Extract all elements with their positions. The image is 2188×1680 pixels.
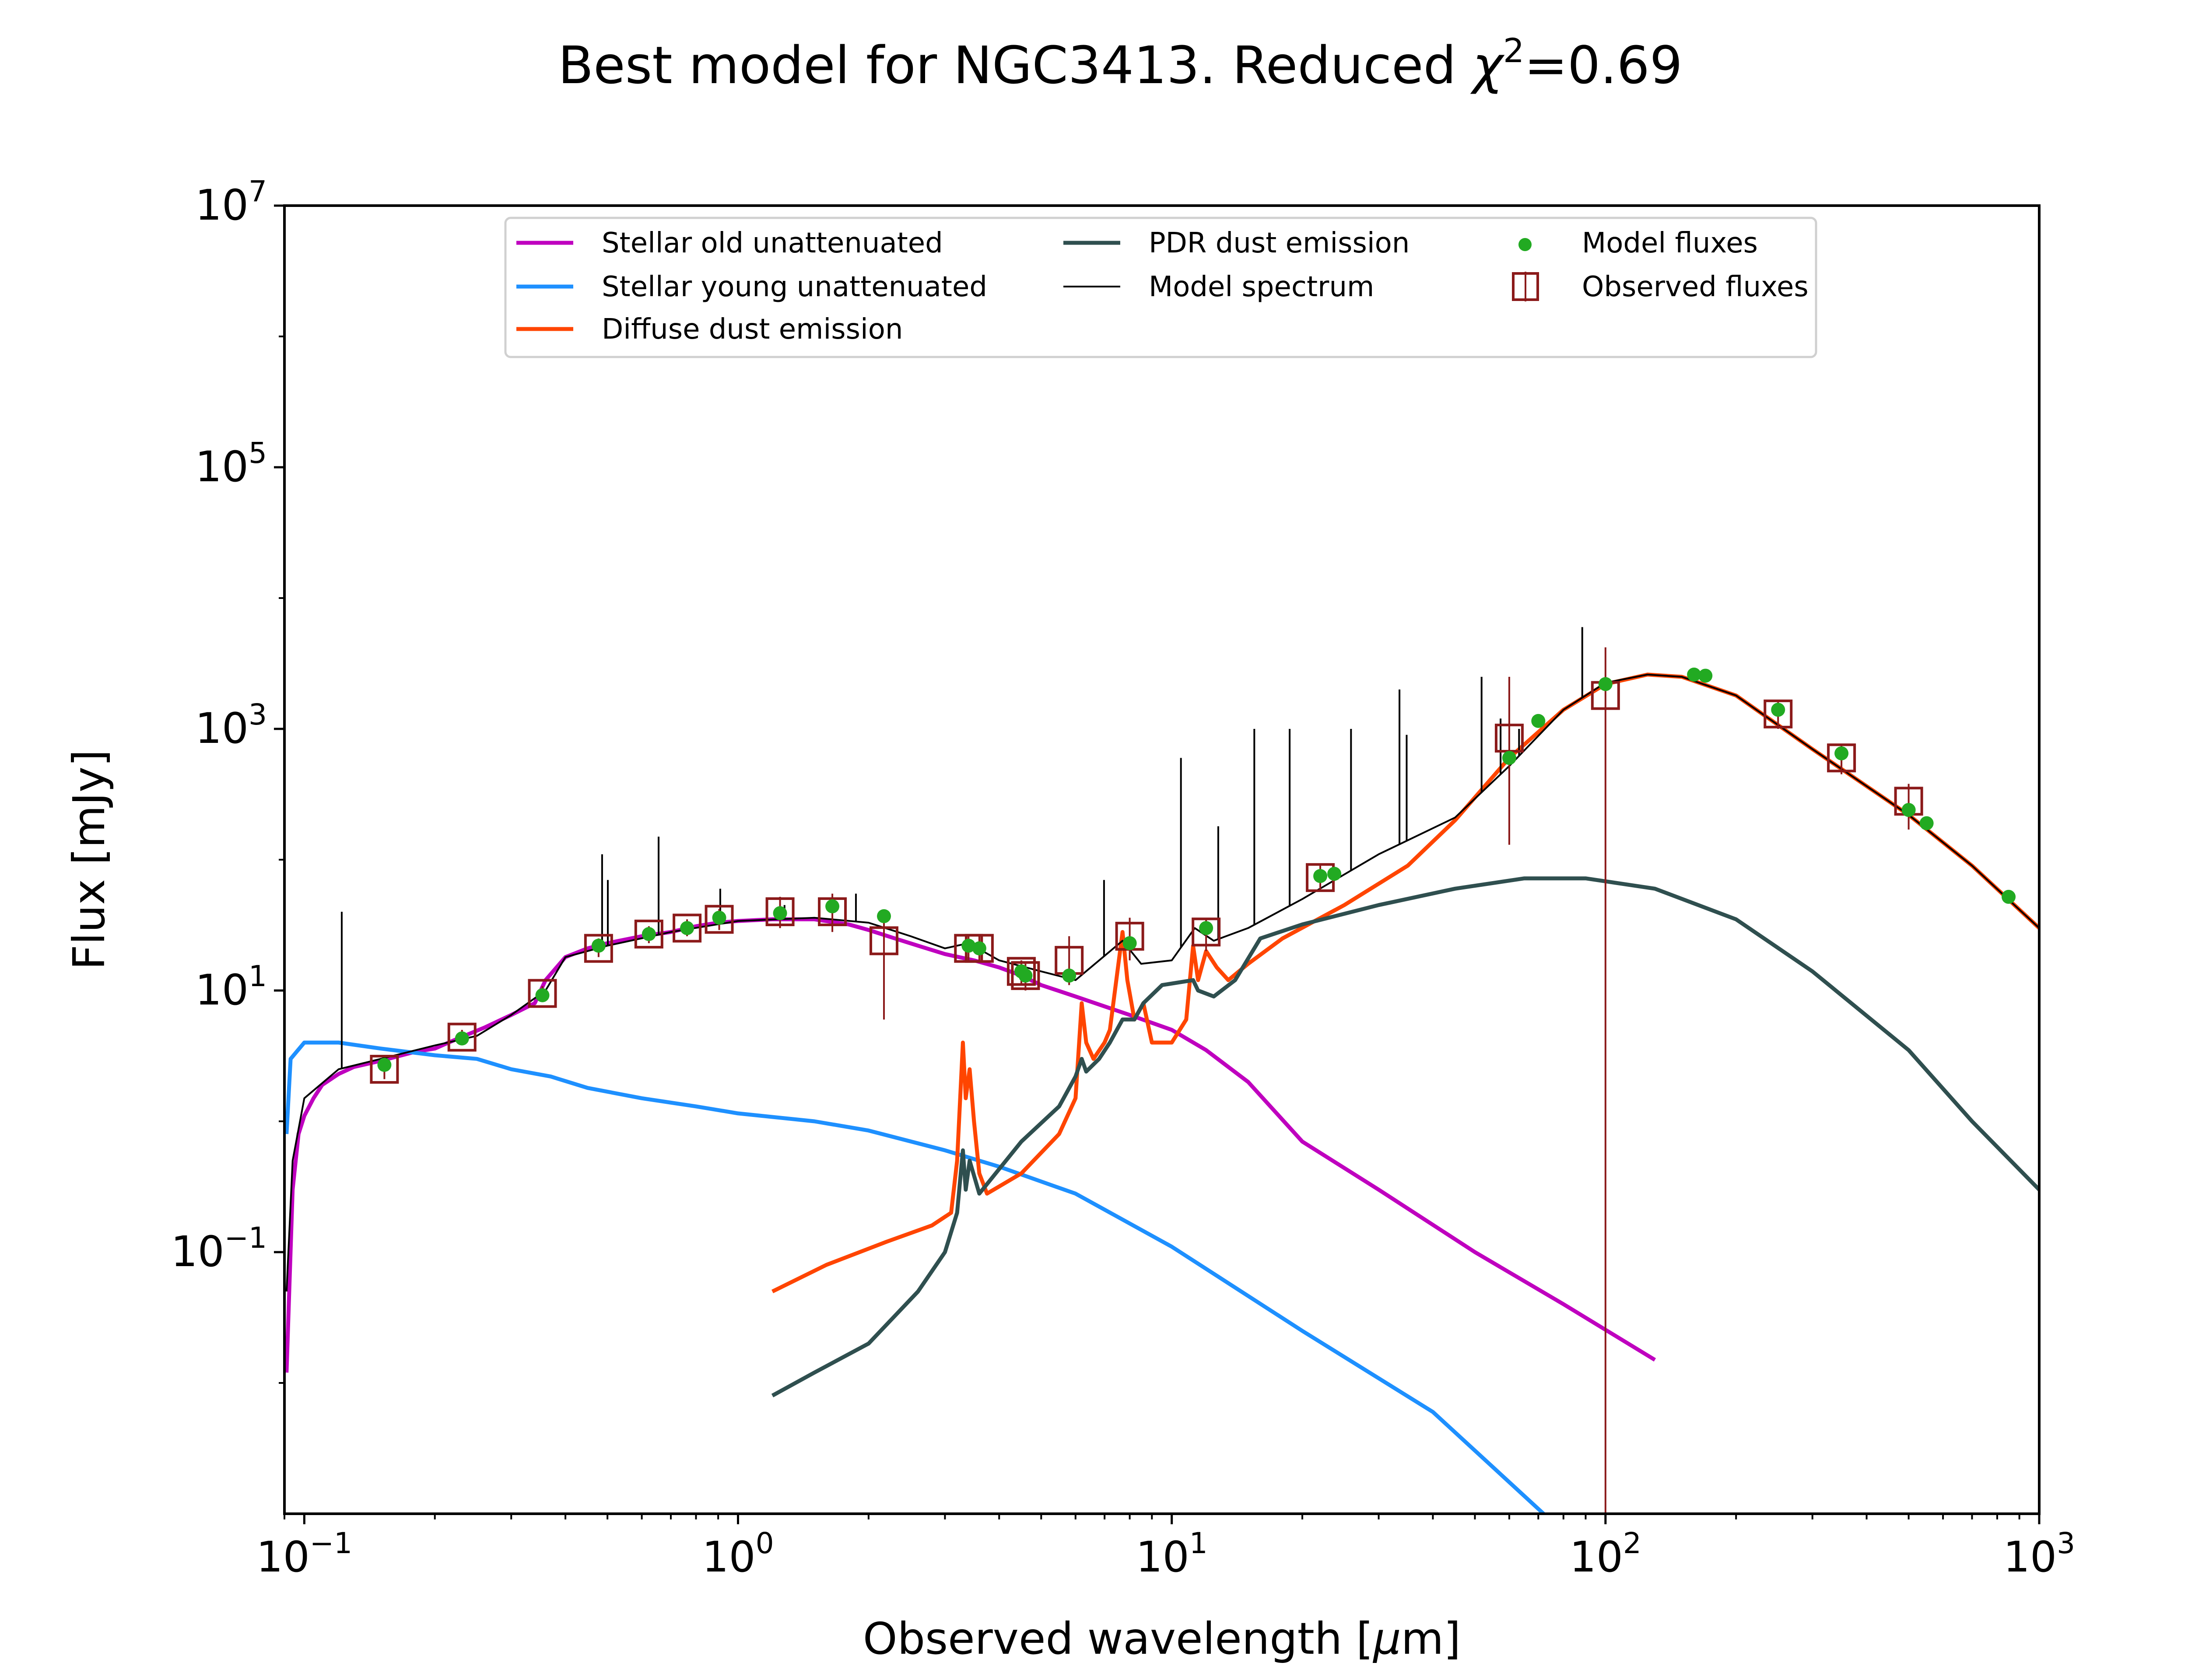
model-flux-point <box>1531 714 1546 728</box>
x-tick-label: 101 <box>1136 1526 1208 1582</box>
plot-area: 10−1 100 101 102 103 10−1 101 103 105 107 <box>171 175 2076 1582</box>
legend-label: PDR dust emission <box>1149 227 1410 259</box>
model-flux-point <box>712 910 726 925</box>
model-flux-point <box>1598 677 1613 691</box>
legend-label: Model fluxes <box>1582 227 1758 259</box>
y-tick-label: 101 <box>195 959 267 1015</box>
model-flux-point <box>1018 968 1033 983</box>
legend-label: Diffuse dust emission <box>602 313 903 346</box>
observed-flux-marker <box>1764 699 1793 728</box>
legend-swatch <box>1518 238 1532 251</box>
observed-flux-marker <box>1192 917 1221 947</box>
x-tick-label: 100 <box>702 1526 774 1582</box>
observed-flux-marker <box>447 1022 477 1052</box>
y-tick-label: 10−1 <box>171 1221 267 1276</box>
model-flux-point <box>377 1058 392 1072</box>
legend-label: Stellar young unattenuated <box>602 271 987 303</box>
legend-entry-model-fluxes: Model fluxes <box>1518 227 1758 259</box>
model-flux-point <box>773 906 787 920</box>
model-flux-point <box>1199 921 1213 935</box>
model-flux-point <box>972 941 986 956</box>
y-tick-label: 107 <box>195 175 267 230</box>
plot-frame <box>283 204 2041 1515</box>
legend-entry-diffuse-dust-emission: Diffuse dust emission <box>516 313 903 346</box>
model-flux-point <box>455 1031 469 1046</box>
model-spectrum-line <box>285 673 2039 1292</box>
model-flux-point <box>1313 869 1328 883</box>
observed-flux-marker <box>705 905 734 934</box>
x-tick-label: 10−1 <box>256 1526 352 1582</box>
y-tick-label: 103 <box>195 698 267 753</box>
model-flux-point <box>1919 816 1934 830</box>
model-flux-point <box>2002 889 2016 904</box>
observed-flux-marker <box>528 979 557 1008</box>
y-axis-label: Flux [mJy] <box>63 749 115 970</box>
model-flux-point <box>877 909 891 924</box>
observed-flux-marker <box>765 897 795 926</box>
chart-title: Best model for NGC3413. Reduced χ2=0.69 <box>558 31 1683 95</box>
series-layer <box>284 627 2039 1514</box>
legend-label: Observed fluxes <box>1582 271 1809 303</box>
observed-flux-marker <box>1011 961 1040 990</box>
x-tick-label: 102 <box>1570 1526 1641 1582</box>
legend-label: Model spectrum <box>1149 271 1374 303</box>
observed-flux-marker <box>1006 957 1036 986</box>
legend: Stellar old unattenuated Stellar young un… <box>504 217 1817 358</box>
ticks-layer: 10−1 100 101 102 103 10−1 101 103 105 107 <box>171 175 2076 1582</box>
observed-flux-marker <box>818 897 847 926</box>
observed-flux-marker <box>584 934 613 963</box>
model-flux-point <box>1834 746 1849 760</box>
legend-box <box>504 217 1817 358</box>
model-flux-point <box>1062 968 1076 983</box>
model-flux-point <box>825 899 840 914</box>
model-flux-point <box>1771 703 1785 717</box>
x-tick-label: 103 <box>2003 1526 2075 1582</box>
x-axis-label: Observed wavelength [μm] <box>863 1613 1461 1664</box>
y-tick-label: 105 <box>195 436 267 491</box>
model-flux-point <box>1122 936 1137 950</box>
pdr-dust-emission-line <box>771 876 2039 1397</box>
model-flux-point <box>680 921 694 935</box>
legend-entry-observed-fluxes: Observed fluxes <box>1512 271 1809 303</box>
observed-flux-marker <box>870 926 899 956</box>
legend-entry-model-spectrum: Model spectrum <box>1063 271 1374 303</box>
model-flux-point <box>1502 751 1516 765</box>
observed-flux-marker <box>1827 743 1856 773</box>
observed-flux-marker <box>370 1055 399 1084</box>
legend-label: Stellar old unattenuated <box>602 227 943 259</box>
observed-flux-marker <box>634 920 663 949</box>
observed-flux-marker <box>673 914 702 943</box>
model-flux-point <box>535 988 550 1002</box>
model-flux-point <box>1687 667 1701 682</box>
stellar-old-unattenuated-line <box>284 917 1656 1373</box>
model-flux-point <box>1327 867 1342 881</box>
model-flux-point <box>1698 668 1713 683</box>
stellar-young-unattenuated-line <box>284 1040 1545 1514</box>
legend-entry-pdr-dust-emission: PDR dust emission <box>1063 227 1410 259</box>
model-flux-point <box>1901 803 1916 817</box>
model-flux-point <box>961 938 976 953</box>
legend-entry-stellar-young-unattenuated: Stellar young unattenuated <box>516 271 987 303</box>
markers-layer <box>370 647 2016 1514</box>
model-flux-point <box>591 938 606 953</box>
model-flux-point <box>642 927 656 942</box>
legend-entry-stellar-old-unattenuated: Stellar old unattenuated <box>516 227 943 259</box>
